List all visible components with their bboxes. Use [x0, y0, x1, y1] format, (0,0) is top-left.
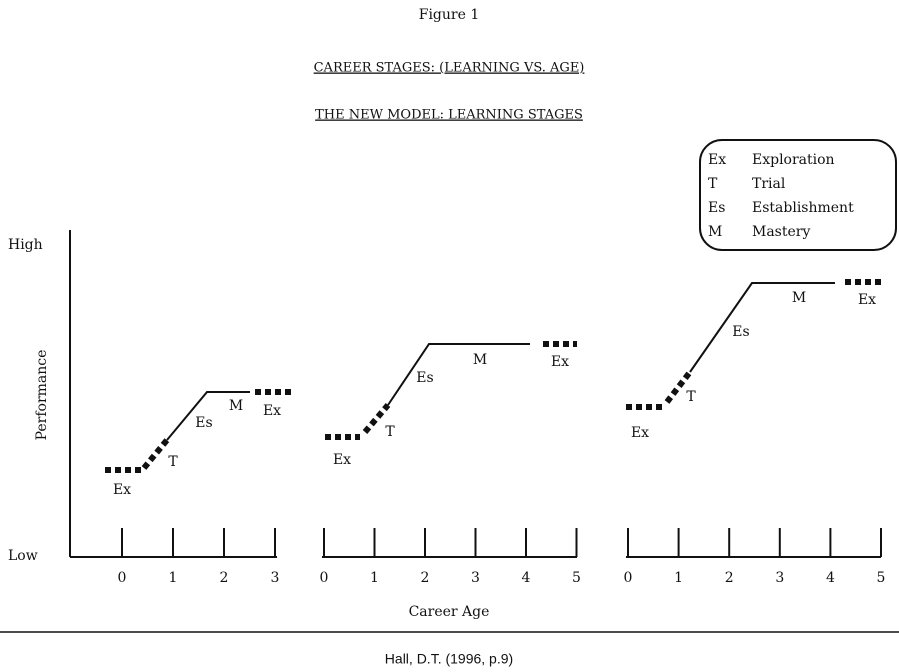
tick-label: 4 — [522, 570, 531, 586]
y-low: Low — [8, 548, 38, 564]
legend-abbr: Ex — [708, 152, 726, 168]
curve-solid — [689, 282, 835, 373]
stage-label: Ex — [333, 452, 351, 468]
tick-label: 2 — [220, 570, 229, 586]
legend-abbr: T — [708, 176, 718, 192]
stage-label: M — [229, 398, 243, 414]
tick-label: 3 — [775, 570, 784, 586]
figure-label: Figure 1 — [419, 7, 480, 23]
stage-label: T — [385, 424, 395, 440]
tick-label: 3 — [271, 570, 280, 586]
legend-name: Exploration — [752, 152, 835, 168]
tick-label: 1 — [370, 570, 379, 586]
stage-labels: Ex T Es M Ex Ex T Es M Ex Ex T Es M Ex — [113, 290, 876, 498]
curve-dotted — [141, 438, 170, 470]
stage-label: T — [686, 389, 696, 405]
stage-label: Ex — [113, 482, 131, 498]
tick-label: 1 — [674, 570, 683, 586]
title: CAREER STAGES: (LEARNING VS. AGE) — [314, 61, 585, 76]
x-axis-label: Career Age — [409, 604, 490, 620]
legend-abbr: Es — [708, 200, 725, 216]
stage-label: M — [792, 290, 806, 306]
curve-dotted — [664, 370, 693, 404]
tick-label: 3 — [471, 570, 480, 586]
stage-label: Es — [195, 415, 212, 431]
tick-label: 1 — [169, 570, 178, 586]
x-axes: 0 1 2 3 0 1 2 3 4 5 0 1 2 3 4 5 — [70, 528, 885, 586]
stage-label: Ex — [631, 425, 649, 441]
stage-label: Es — [416, 370, 433, 386]
source: Hall, D.T. (1996, p.9) — [385, 651, 513, 667]
subtitle: THE NEW MODEL: LEARNING STAGES — [315, 108, 583, 123]
curve-solid — [166, 391, 250, 441]
tick-label: 0 — [320, 570, 329, 586]
tick-label: 0 — [118, 570, 127, 586]
stage-label: Es — [732, 324, 749, 340]
curves — [105, 279, 881, 473]
stage-label: M — [473, 352, 487, 368]
legend-name: Mastery — [752, 224, 810, 240]
legend-box — [699, 139, 897, 251]
stage-label: Ex — [263, 403, 281, 419]
curve-solid — [387, 343, 530, 406]
stage-label: Ex — [551, 354, 569, 370]
legend: Ex Exploration T Trial Es Establishment M Maste… — [708, 152, 854, 240]
tick-label: 4 — [826, 570, 835, 586]
tick-label: 5 — [877, 570, 886, 586]
legend-name: Establishment — [752, 200, 854, 216]
y-high: High — [8, 237, 43, 253]
tick-label: 5 — [572, 570, 581, 586]
stage-label: T — [168, 454, 178, 470]
tick-label: 2 — [725, 570, 734, 586]
tick-label: 0 — [624, 570, 633, 586]
y-axis-label: Performance — [34, 350, 50, 441]
curve-dotted — [362, 403, 391, 434]
stage-label: Ex — [858, 292, 876, 308]
legend-name: Trial — [752, 176, 786, 192]
legend-abbr: M — [708, 224, 722, 240]
tick-label: 2 — [421, 570, 430, 586]
